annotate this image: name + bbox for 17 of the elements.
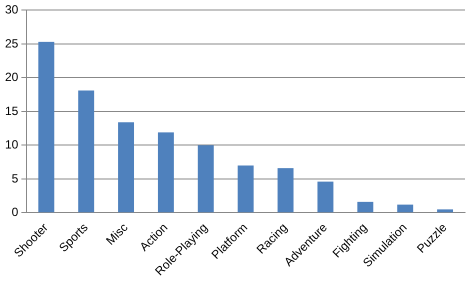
y-tick-label: 20 bbox=[4, 70, 19, 84]
bar bbox=[78, 90, 94, 212]
y-tick-label: 25 bbox=[4, 36, 19, 50]
bar bbox=[397, 204, 414, 212]
y-tick-label: 5 bbox=[12, 171, 19, 186]
bar bbox=[317, 182, 334, 212]
y-tick-label: 0 bbox=[12, 205, 19, 220]
bar bbox=[38, 42, 54, 212]
bar bbox=[118, 122, 134, 212]
bar bbox=[278, 168, 294, 212]
bar bbox=[198, 145, 214, 212]
bar bbox=[158, 132, 174, 212]
y-tick-label: 10 bbox=[4, 138, 19, 152]
bar bbox=[238, 165, 254, 212]
bar bbox=[357, 202, 374, 212]
y-tick-label: 15 bbox=[4, 104, 19, 118]
y-tick-label: 30 bbox=[4, 2, 19, 17]
